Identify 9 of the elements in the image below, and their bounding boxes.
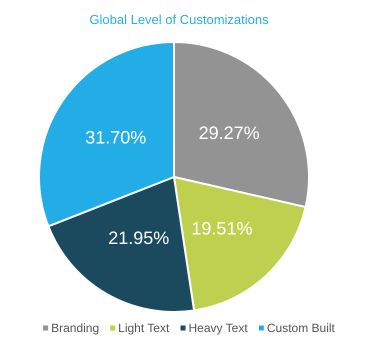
legend-label: Light Text <box>118 321 170 335</box>
chart-title: Global Level of Customizations <box>89 12 270 27</box>
data-label: 21.95% <box>108 228 170 248</box>
legend-label: Heavy Text <box>188 321 248 335</box>
legend-label: Custom Built <box>266 321 336 335</box>
data-label: 29.27% <box>198 123 260 144</box>
data-label: 31.70% <box>85 127 146 148</box>
legend-label: Branding <box>51 321 100 335</box>
data-label: 19.51% <box>191 218 252 239</box>
